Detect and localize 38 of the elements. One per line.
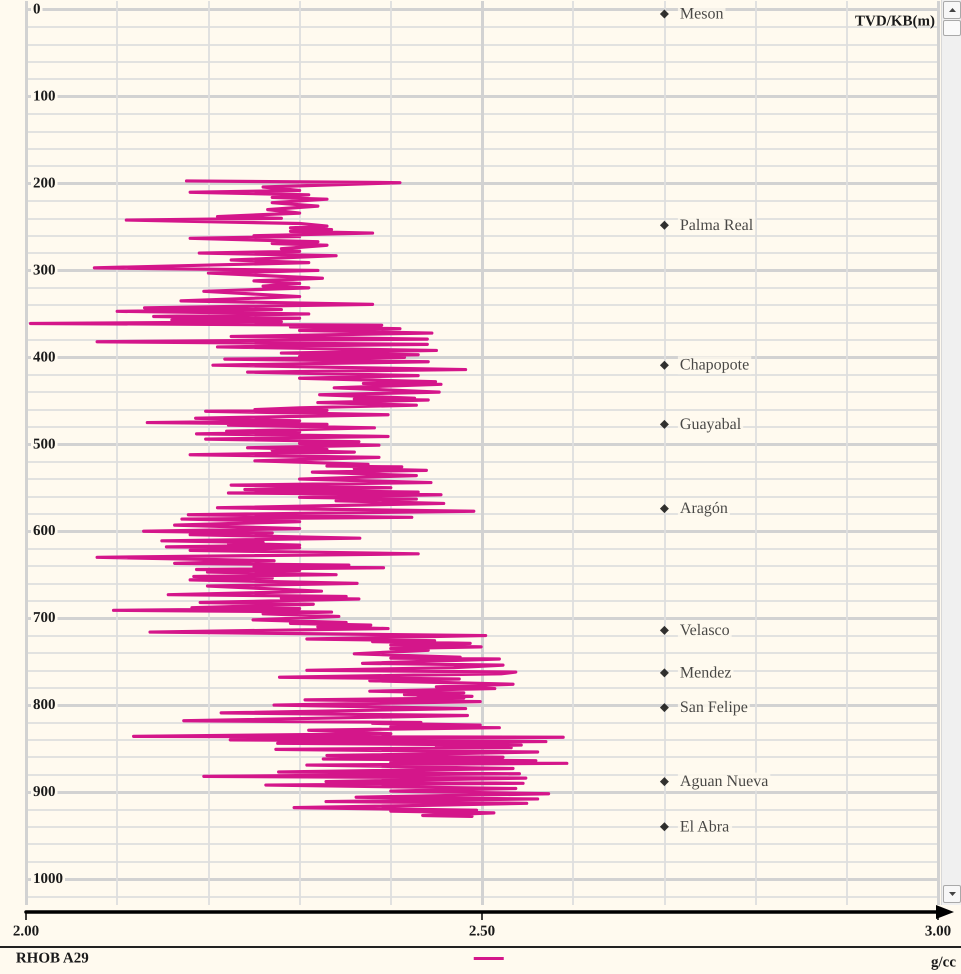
y-tick-label: 100 — [33, 88, 56, 105]
y-axis-title: TVD/KB(m) — [855, 14, 936, 30]
y-tick-label: 0 — [33, 2, 40, 18]
x-tick-label: 2.50 — [468, 924, 496, 940]
x-tick-label: 3.00 — [924, 924, 952, 940]
y-tick-label: 900 — [33, 784, 56, 800]
data-label: Mendez — [680, 664, 732, 682]
line-series — [28, 179, 568, 818]
x-tick-label: 2.00 — [12, 924, 40, 940]
y-tick-label: 300 — [33, 262, 56, 278]
point — [660, 777, 669, 786]
data-label: Velasco — [680, 622, 730, 639]
point — [660, 703, 669, 712]
data-label: El Abra — [680, 818, 730, 836]
point — [660, 220, 669, 230]
point — [660, 822, 669, 832]
data-label: Aguan Nueva — [680, 773, 768, 790]
x-axis-title: g/cc — [931, 954, 956, 970]
y-tick-label: 800 — [33, 697, 56, 714]
data-label: San Felipe — [680, 699, 748, 716]
point — [660, 360, 669, 370]
y-tick-label: 700 — [33, 610, 56, 626]
y-tick-label: 200 — [33, 176, 56, 192]
data-label: Aragón — [680, 500, 728, 518]
y-tick-label: 600 — [33, 523, 56, 540]
data-label: Palma Real — [680, 216, 754, 234]
point — [660, 420, 669, 429]
point — [660, 10, 669, 19]
text: RHOB A29 — [16, 950, 89, 966]
y-tick-label: 500 — [33, 436, 56, 452]
point — [660, 668, 669, 678]
y-tick-label: 1000 — [33, 870, 63, 887]
data-label: Guayabal — [680, 416, 742, 433]
point — [660, 504, 669, 514]
y-tick-label: 400 — [33, 349, 56, 366]
point — [660, 626, 669, 635]
data-label: Chapopote — [680, 356, 750, 374]
data-label: Meson — [680, 6, 724, 23]
